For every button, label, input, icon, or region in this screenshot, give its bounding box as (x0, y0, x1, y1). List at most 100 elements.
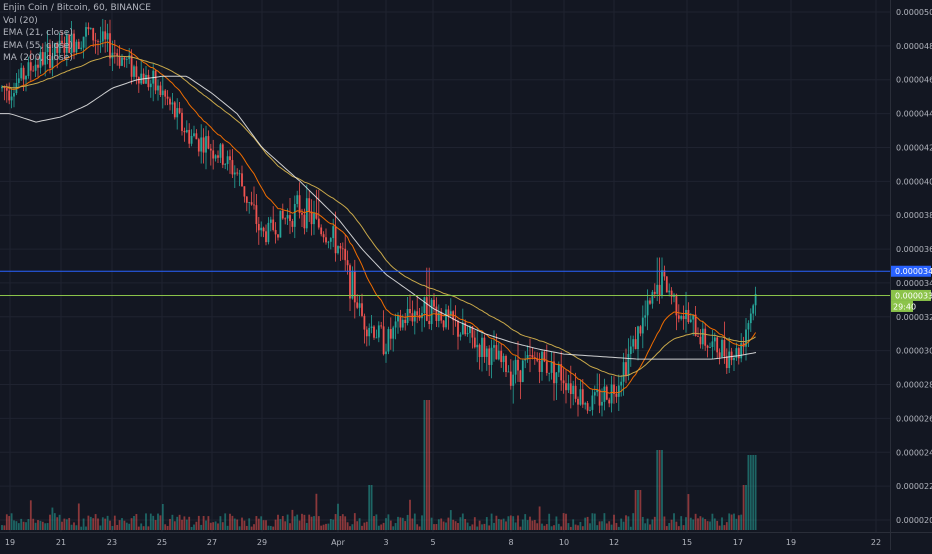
candle-body (387, 329, 390, 352)
volume-bar (298, 520, 301, 530)
y-tick-label: 0.00003600 (896, 245, 932, 254)
candle-body (166, 96, 169, 99)
candle-body (25, 76, 27, 80)
candle-body (190, 135, 193, 144)
candle-body (265, 231, 267, 243)
candle-body (485, 348, 488, 357)
candle-body (289, 215, 291, 222)
candle-body (586, 403, 589, 411)
candle-body (34, 64, 37, 71)
candle-body (668, 290, 671, 293)
x-tick-label: 21 (56, 538, 66, 547)
candle-body (526, 354, 529, 360)
candle-body (322, 234, 325, 238)
volume-bar (687, 494, 690, 530)
candle-body (680, 315, 683, 319)
candle-body (725, 356, 728, 369)
candle-body (430, 299, 433, 325)
y-tick-label: 0.00004600 (896, 76, 932, 85)
candle-body (274, 229, 277, 235)
volume-bar (320, 525, 323, 530)
candle-body (723, 339, 726, 357)
candle-body (584, 403, 587, 405)
candle-body (209, 148, 212, 151)
x-tick-label: 19 (786, 538, 796, 547)
candle-body (512, 374, 515, 386)
candle-body (687, 309, 690, 323)
candle-body (488, 348, 491, 365)
volume-bar (269, 525, 272, 530)
candle-body (22, 67, 25, 80)
candle-body (557, 364, 560, 373)
candle-body (454, 320, 457, 322)
volume-bar (193, 524, 195, 530)
volume-bar (257, 518, 260, 530)
candle-body (531, 355, 534, 358)
volume-bar (1, 525, 3, 530)
candle-body (82, 36, 85, 48)
volume-bar (409, 499, 411, 530)
y-tick-label: 0.00004800 (896, 42, 932, 51)
volume-bar (17, 523, 20, 530)
candle-body (169, 98, 171, 105)
candle-body (653, 291, 656, 294)
candle-body (171, 102, 174, 105)
ema21-line (1, 41, 757, 394)
y-tick-label: 0.00004000 (896, 177, 932, 186)
volume-bar (565, 513, 567, 530)
candle-body (377, 325, 380, 338)
legend-title: Enjin Coin / Bitcoin, 60, BINANCE (3, 3, 151, 13)
candle-body (214, 155, 217, 159)
volume-bar (752, 455, 755, 530)
chart-legend: Enjin Coin / Bitcoin, 60, BINANCE Vol (2… (3, 2, 151, 65)
candle-body (238, 173, 241, 175)
candle-body (663, 270, 666, 277)
volume-bar (296, 514, 299, 530)
volume-bar (358, 518, 361, 530)
candle-body (620, 381, 623, 386)
volume-bar (579, 521, 582, 530)
volume-bar (632, 513, 635, 530)
candle-body (154, 70, 157, 91)
volume-bar (106, 515, 109, 530)
candle-body (553, 361, 555, 384)
candle-body (675, 294, 678, 316)
candle-body (29, 62, 32, 71)
candle-body (442, 320, 445, 328)
volume-bar (601, 521, 603, 530)
x-tick-label: Apr (331, 538, 346, 547)
volume-bar (476, 526, 479, 530)
volume-bar (51, 507, 54, 530)
candle-body (548, 372, 551, 374)
candle-body (682, 315, 685, 320)
x-tick-label: 15 (682, 538, 692, 547)
volume-bar (171, 514, 174, 530)
candle-body (375, 337, 378, 339)
volume-bar (425, 400, 428, 530)
candle-body (572, 385, 575, 395)
volume-bar (483, 523, 486, 530)
volume-bar (406, 514, 409, 530)
volume-bar (452, 519, 455, 530)
volume-bar (303, 514, 306, 530)
candle-body (610, 384, 613, 404)
candle-body (461, 322, 464, 335)
candle-body (401, 319, 404, 328)
countdown-tag (891, 300, 913, 312)
volume-bar (644, 523, 647, 530)
price-tag-green (891, 289, 931, 301)
candle-body (130, 55, 133, 77)
candle-body (161, 90, 164, 96)
volume-bar (121, 518, 123, 530)
volume-bar (3, 525, 6, 530)
volume-bar (529, 516, 531, 530)
candle-body (697, 335, 699, 337)
candle-body (200, 137, 203, 152)
volume-bar (133, 515, 135, 530)
candle-body (53, 42, 56, 57)
volume-bar (164, 524, 167, 530)
volume-bar (502, 518, 505, 530)
volume-bar (113, 515, 116, 530)
